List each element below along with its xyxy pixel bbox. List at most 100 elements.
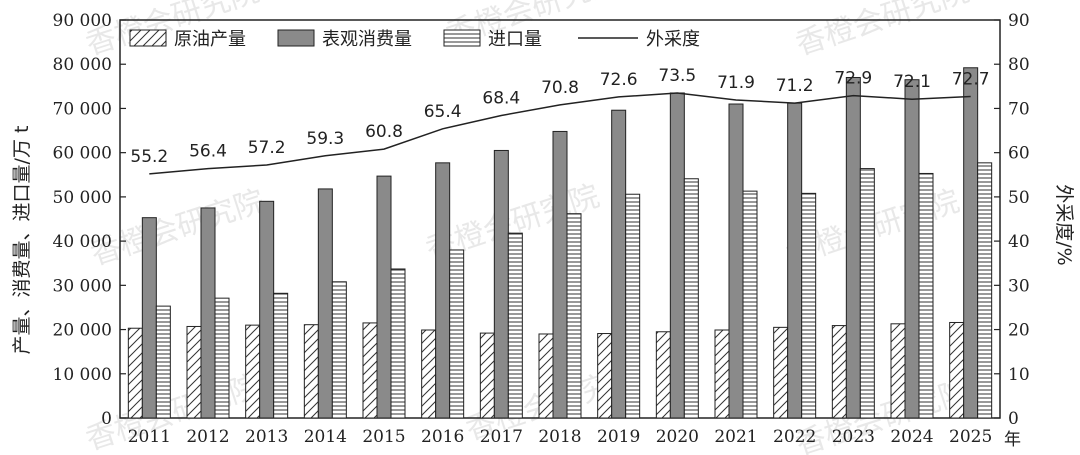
bar-imports bbox=[566, 213, 582, 419]
bar-crude-production bbox=[831, 325, 847, 419]
bar-crude-production bbox=[421, 329, 437, 419]
bar-crude-production bbox=[538, 333, 554, 419]
y-right-tick-label: 60 bbox=[1008, 144, 1030, 164]
x-tick-label: 2019 bbox=[597, 427, 640, 447]
bar-apparent-consumption bbox=[493, 149, 509, 419]
line-data-label: 72.6 bbox=[600, 70, 638, 90]
bar-imports bbox=[449, 249, 465, 419]
legend-imports-swatch bbox=[443, 29, 481, 47]
legend-crude-production-label: 原油产量 bbox=[174, 29, 246, 50]
bar-apparent-consumption bbox=[200, 207, 216, 419]
import-dependency-line: 55.2 56.4 57.2 59.3 60.8 65.4 68.4 70.8 72.6 73.5… bbox=[130, 66, 990, 175]
line-data-label: 68.4 bbox=[482, 89, 520, 109]
bar-imports bbox=[625, 193, 641, 419]
y-left-tick-label: 90 000 bbox=[53, 11, 112, 31]
bar-crude-production bbox=[597, 333, 613, 419]
bar-imports bbox=[214, 297, 230, 419]
x-tick-label: 2020 bbox=[656, 427, 699, 447]
y-right-tick-label: 50 bbox=[1008, 188, 1030, 208]
bar-crude-production bbox=[949, 321, 965, 419]
bar-crude-production bbox=[479, 332, 495, 419]
line-data-label: 56.4 bbox=[189, 142, 227, 162]
x-axis-unit: 年 bbox=[1004, 430, 1021, 450]
bar-crude-production bbox=[245, 324, 261, 419]
bar-imports bbox=[331, 281, 347, 419]
watermark-text: 香橙会研究院 bbox=[87, 184, 269, 273]
bar-crude-production bbox=[186, 325, 202, 419]
bar-imports bbox=[683, 178, 699, 419]
y-axis-left-title: 产量、消费量、进口量/万 t bbox=[11, 126, 33, 355]
y-left-tick-label: 40 000 bbox=[53, 232, 112, 252]
bar-imports bbox=[977, 162, 993, 419]
y-right-tick-label: 70 bbox=[1008, 99, 1030, 119]
legend-crude-production-swatch bbox=[129, 29, 167, 47]
bar-apparent-consumption bbox=[552, 130, 568, 419]
x-tick-label: 2017 bbox=[480, 427, 523, 447]
y-left-tick-label: 70 000 bbox=[53, 99, 112, 119]
line-data-label: 72.1 bbox=[893, 72, 931, 92]
x-tick-label: 2015 bbox=[362, 427, 405, 447]
y-left-tick-label: 80 000 bbox=[53, 55, 112, 75]
bar-apparent-consumption bbox=[435, 162, 451, 419]
line-data-label: 57.2 bbox=[248, 138, 286, 158]
bar-crude-production bbox=[714, 329, 730, 419]
legend-apparent-consumption-swatch bbox=[277, 29, 315, 47]
legend-imports-label: 进口量 bbox=[488, 29, 542, 50]
line-data-label: 72.9 bbox=[834, 69, 872, 89]
x-tick-label: 2012 bbox=[186, 427, 229, 447]
y-right-tick-label: 30 bbox=[1008, 276, 1030, 296]
x-tick-label: 2021 bbox=[714, 427, 757, 447]
line-data-label: 70.8 bbox=[541, 78, 579, 98]
bar-imports bbox=[273, 292, 289, 419]
bar-crude-production bbox=[890, 323, 906, 419]
bar-imports bbox=[155, 305, 171, 419]
y-left-tick-label: 0 bbox=[101, 409, 112, 429]
y-right-tick-label: 90 bbox=[1008, 11, 1030, 31]
watermark-text: 香橙会研究院 bbox=[792, 374, 974, 455]
y-right-tick-label: 20 bbox=[1008, 321, 1030, 341]
bar-imports bbox=[918, 172, 934, 419]
x-tick-label: 2016 bbox=[421, 427, 464, 447]
line-data-label: 71.9 bbox=[717, 73, 755, 93]
bar-apparent-consumption bbox=[845, 76, 861, 419]
bar-imports bbox=[742, 190, 758, 419]
bar-apparent-consumption bbox=[259, 200, 275, 419]
line-data-label: 71.2 bbox=[776, 76, 814, 96]
bar-apparent-consumption bbox=[317, 188, 333, 419]
legend: 原油产量 表观消费量 进口量 外采度 bbox=[129, 29, 700, 50]
bar-crude-production bbox=[303, 324, 319, 419]
bar-apparent-consumption bbox=[963, 67, 979, 419]
x-tick-label: 2013 bbox=[245, 427, 288, 447]
line-data-label: 73.5 bbox=[658, 66, 696, 86]
bars bbox=[127, 67, 993, 419]
x-tick-label: 2022 bbox=[773, 427, 816, 447]
y-left-tick-label: 30 000 bbox=[53, 276, 112, 296]
y-right-tick-label: 10 bbox=[1008, 365, 1030, 385]
bar-apparent-consumption bbox=[669, 92, 685, 419]
bar-crude-production bbox=[773, 326, 789, 419]
y-right-tick-label: 0 bbox=[1008, 409, 1019, 429]
bar-crude-production bbox=[127, 327, 143, 419]
bar-imports bbox=[507, 232, 523, 419]
line-data-label: 65.4 bbox=[424, 102, 462, 122]
line-data-label: 59.3 bbox=[306, 129, 344, 149]
x-tick-label: 2014 bbox=[304, 427, 347, 447]
y-left-tick-label: 10 000 bbox=[53, 365, 112, 385]
y-axis-right-title: 外采度/% bbox=[1053, 184, 1075, 265]
bar-apparent-consumption bbox=[787, 102, 803, 419]
bar-apparent-consumption bbox=[611, 109, 627, 419]
y-left-tick-label: 50 000 bbox=[53, 188, 112, 208]
x-tick-label: 2024 bbox=[890, 427, 933, 447]
bar-crude-production bbox=[655, 331, 671, 419]
x-tick-label: 2023 bbox=[832, 427, 875, 447]
bar-imports bbox=[390, 268, 406, 419]
bar-imports bbox=[801, 192, 817, 419]
x-tick-label: 2025 bbox=[949, 427, 992, 447]
bar-crude-production bbox=[362, 322, 378, 419]
bar-apparent-consumption bbox=[141, 217, 157, 419]
line-data-label: 60.8 bbox=[365, 122, 403, 142]
watermark-text: 香橙会研究院 bbox=[792, 0, 974, 63]
legend-apparent-consumption-label: 表观消费量 bbox=[322, 29, 412, 50]
x-tick-label: 2011 bbox=[128, 427, 171, 447]
